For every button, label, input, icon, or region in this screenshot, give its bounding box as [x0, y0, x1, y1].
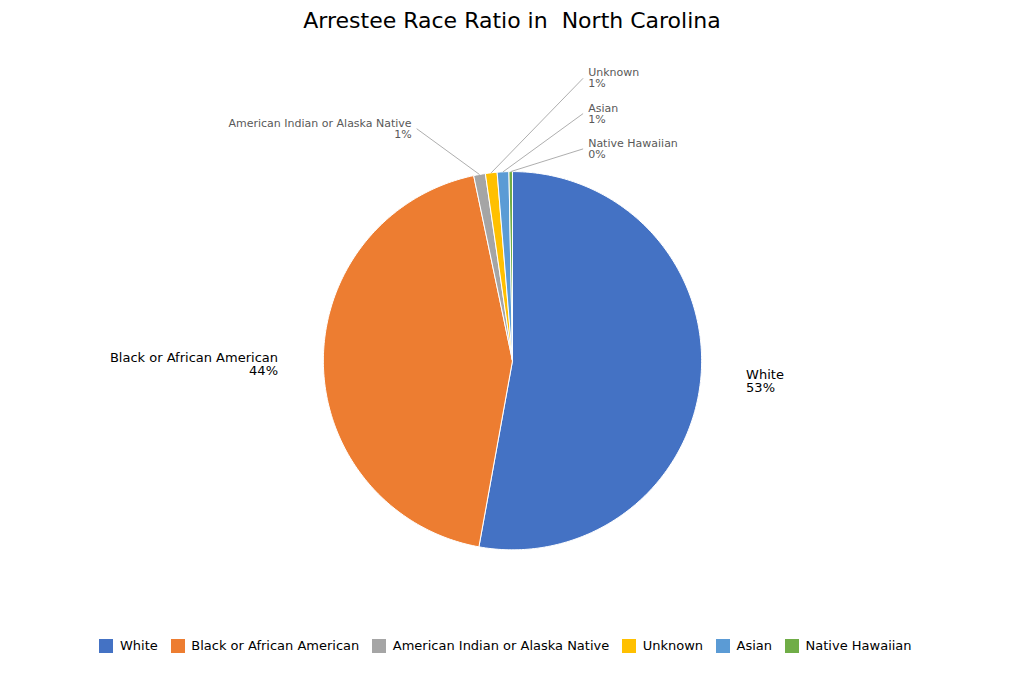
svg-text:Unknown1%: Unknown1% — [588, 66, 639, 90]
html-text:Black or African American: Black or African American — [191, 638, 360, 653]
svg-text:Asian1%: Asian1% — [588, 102, 618, 126]
html-text:Asian: Asian — [736, 638, 773, 653]
html-text:Unknown: Unknown — [642, 638, 704, 653]
svg-text:Black or African American44%: Black or African American44% — [110, 350, 278, 378]
html-text:American Indian or Alaska Nati: American Indian or Alaska Native — [392, 638, 610, 653]
html-text:Native Hawaiian: Native Hawaiian — [805, 638, 912, 653]
svg-text:Native Hawaiian0%: Native Hawaiian0% — [588, 137, 678, 161]
svg-text:White53%: White53% — [746, 367, 784, 395]
svg-text:American Indian or Alaska Nati: American Indian or Alaska Native1% — [228, 117, 411, 141]
html-text:Arrestee Race Ratio in North C: Arrestee Race Ratio in North Carolina — [303, 8, 721, 33]
html-text:White: White — [119, 638, 158, 653]
